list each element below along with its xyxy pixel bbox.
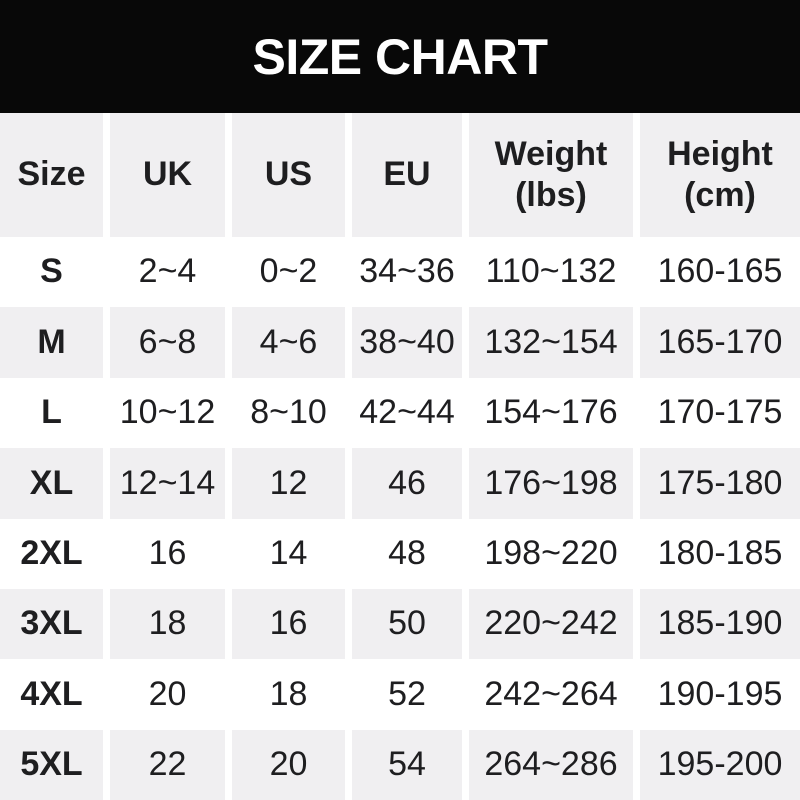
column-header-label: UK bbox=[142, 155, 193, 194]
cell-us: 18 bbox=[232, 659, 345, 730]
cell-us: 14 bbox=[232, 518, 345, 589]
column-header-uk: UK bbox=[110, 113, 225, 237]
cell-weight: 198~220 bbox=[469, 518, 633, 589]
table-row-5xl: 5XL 22 20 54 264~286 195-200 bbox=[0, 729, 800, 800]
cell-height: 185-190 bbox=[640, 588, 800, 660]
cell-size: 4XL bbox=[0, 659, 103, 730]
cell-us: 4~6 bbox=[232, 307, 345, 378]
cell-size: M bbox=[0, 307, 103, 378]
table-row-l: L 10~12 8~10 42~44 154~176 170-175 bbox=[0, 377, 800, 449]
cell-uk: 20 bbox=[110, 659, 225, 730]
cell-uk: 12~14 bbox=[110, 448, 225, 519]
page-title: SIZE CHART bbox=[252, 28, 549, 85]
column-header-height: Height (cm) bbox=[640, 113, 800, 237]
column-header-subline: (cm) bbox=[684, 176, 756, 214]
cell-weight: 242~264 bbox=[469, 659, 633, 730]
column-header-label: Weight bbox=[494, 134, 608, 173]
cell-eu: 52 bbox=[352, 659, 462, 730]
cell-uk: 6~8 bbox=[110, 307, 225, 378]
cell-height: 165-170 bbox=[640, 307, 800, 378]
cell-eu: 42~44 bbox=[352, 377, 462, 449]
cell-eu: 48 bbox=[352, 518, 462, 589]
cell-eu: 38~40 bbox=[352, 307, 462, 378]
cell-weight: 154~176 bbox=[469, 377, 633, 449]
cell-us: 0~2 bbox=[232, 237, 345, 308]
column-header-label: US bbox=[264, 155, 313, 194]
cell-height: 190-195 bbox=[640, 659, 800, 730]
column-header-size: Size bbox=[0, 113, 103, 237]
cell-us: 12 bbox=[232, 448, 345, 519]
column-header-label: EU bbox=[383, 155, 431, 194]
size-table: Size UK US EU Weight (lbs) Height (cm) S… bbox=[0, 113, 800, 800]
cell-size: 5XL bbox=[0, 729, 103, 800]
cell-eu: 46 bbox=[352, 448, 462, 519]
cell-size: L bbox=[0, 377, 103, 449]
cell-uk: 18 bbox=[110, 588, 225, 660]
cell-height: 195-200 bbox=[640, 729, 800, 800]
table-row-2xl: 2XL 16 14 48 198~220 180-185 bbox=[0, 518, 800, 589]
cell-uk: 22 bbox=[110, 729, 225, 800]
cell-weight: 264~286 bbox=[469, 729, 633, 800]
table-header-row: Size UK US EU Weight (lbs) Height (cm) bbox=[0, 113, 800, 237]
cell-eu: 54 bbox=[352, 729, 462, 800]
cell-us: 8~10 bbox=[232, 377, 345, 449]
column-header-weight: Weight (lbs) bbox=[469, 113, 633, 237]
table-row-4xl: 4XL 20 18 52 242~264 190-195 bbox=[0, 659, 800, 730]
cell-uk: 16 bbox=[110, 518, 225, 589]
cell-height: 180-185 bbox=[640, 518, 800, 589]
banner: SIZE CHART bbox=[0, 0, 800, 113]
table-row-xl: XL 12~14 12 46 176~198 175-180 bbox=[0, 448, 800, 519]
cell-uk: 10~12 bbox=[110, 377, 225, 449]
cell-us: 16 bbox=[232, 588, 345, 660]
cell-eu: 34~36 bbox=[352, 237, 462, 308]
column-header-us: US bbox=[232, 113, 345, 237]
column-header-label: Height bbox=[667, 134, 773, 173]
cell-weight: 220~242 bbox=[469, 588, 633, 660]
table-row-s: S 2~4 0~2 34~36 110~132 160-165 bbox=[0, 237, 800, 308]
cell-size: 2XL bbox=[0, 518, 103, 589]
cell-size: 3XL bbox=[0, 588, 103, 660]
column-header-subline: (lbs) bbox=[515, 176, 587, 214]
cell-weight: 132~154 bbox=[469, 307, 633, 378]
cell-us: 20 bbox=[232, 729, 345, 800]
cell-weight: 110~132 bbox=[469, 237, 633, 308]
cell-eu: 50 bbox=[352, 588, 462, 660]
column-header-eu: EU bbox=[352, 113, 462, 237]
table-row-3xl: 3XL 18 16 50 220~242 185-190 bbox=[0, 588, 800, 660]
cell-uk: 2~4 bbox=[110, 237, 225, 308]
cell-height: 160-165 bbox=[640, 237, 800, 308]
cell-height: 170-175 bbox=[640, 377, 800, 449]
table-row-m: M 6~8 4~6 38~40 132~154 165-170 bbox=[0, 307, 800, 378]
cell-size: XL bbox=[0, 448, 103, 519]
cell-height: 175-180 bbox=[640, 448, 800, 519]
column-header-label: Size bbox=[17, 155, 86, 194]
cell-weight: 176~198 bbox=[469, 448, 633, 519]
cell-size: S bbox=[0, 237, 103, 308]
